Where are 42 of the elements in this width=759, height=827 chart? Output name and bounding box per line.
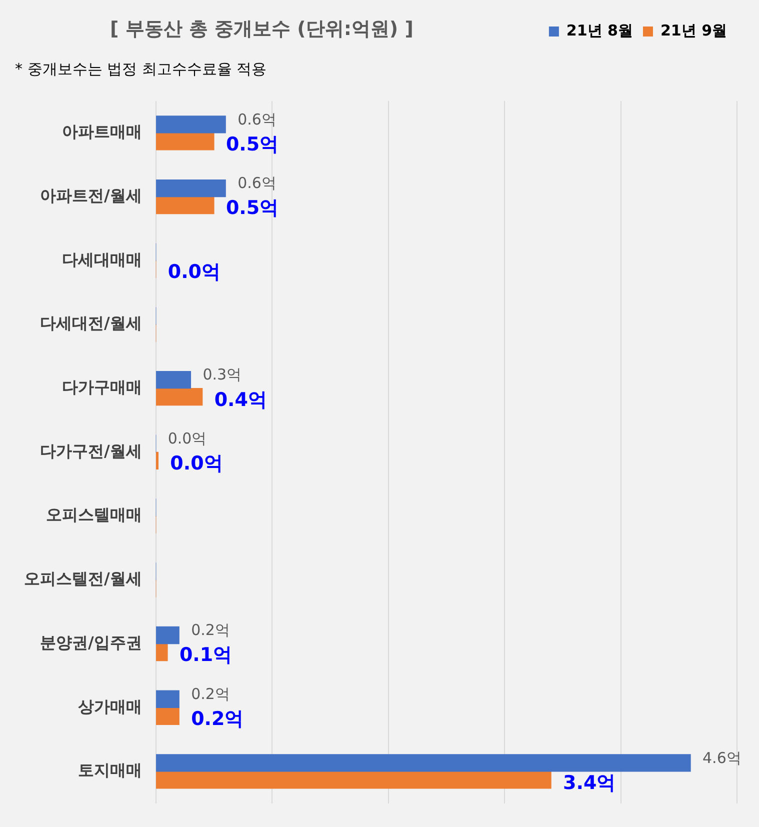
bar — [156, 196, 214, 214]
y-tick-label: 아파트전/월세 — [40, 186, 142, 205]
data-label: 0.0억 — [168, 430, 207, 448]
bar — [156, 707, 180, 725]
y-tick-label: 오피스텔매매 — [46, 505, 142, 524]
data-label: 0.2억 — [191, 685, 230, 704]
data-label: 0.4억 — [214, 388, 268, 411]
y-tick-label: 오피스텔전/월세 — [24, 569, 142, 588]
bar — [156, 690, 180, 708]
y-tick-label: 상가매매 — [78, 696, 142, 716]
data-label: 0.3억 — [202, 366, 242, 384]
data-label: 0.5억 — [226, 197, 279, 220]
legend-label: 21년 8월 — [566, 21, 633, 40]
legend-label: 21년 9월 — [660, 21, 728, 40]
bar — [156, 771, 552, 789]
text: * 중개보수는 법정 최고수수료율 적용 — [15, 60, 267, 79]
data-label: 0.0억 — [168, 261, 221, 284]
y-tick-label: 아파트매매 — [62, 122, 142, 142]
data-label: 0.2억 — [191, 708, 244, 730]
y-tick-label: 다세대전/월세 — [40, 314, 142, 333]
bar — [156, 388, 203, 406]
bar — [156, 179, 226, 198]
data-label: 0.5억 — [226, 133, 279, 156]
data-label: 0.0억 — [170, 452, 223, 475]
data-label: 0.6억 — [238, 110, 276, 128]
bar — [156, 132, 214, 150]
data-label: 3.4억 — [563, 772, 616, 794]
chart-title: [ 부동산 총 중개보수 (단위:억원) ] — [110, 17, 414, 42]
y-tick-label: 다세대매매 — [62, 250, 142, 269]
y-tick-label: 다가구전/월세 — [40, 441, 142, 460]
data-label: 0.6억 — [238, 174, 276, 192]
y-tick-label: 분양권/입주권 — [40, 632, 142, 652]
bar — [156, 116, 226, 134]
data-label: 0.1억 — [179, 644, 232, 666]
bar — [156, 371, 192, 389]
bar — [156, 643, 168, 662]
bar — [156, 626, 180, 644]
y-tick-label: 다가구매매 — [62, 378, 142, 396]
bar — [156, 754, 691, 772]
data-label: 4.6억 — [702, 748, 742, 767]
y-tick-label: 토지매매 — [78, 760, 142, 780]
data-label: 0.2억 — [191, 621, 230, 640]
